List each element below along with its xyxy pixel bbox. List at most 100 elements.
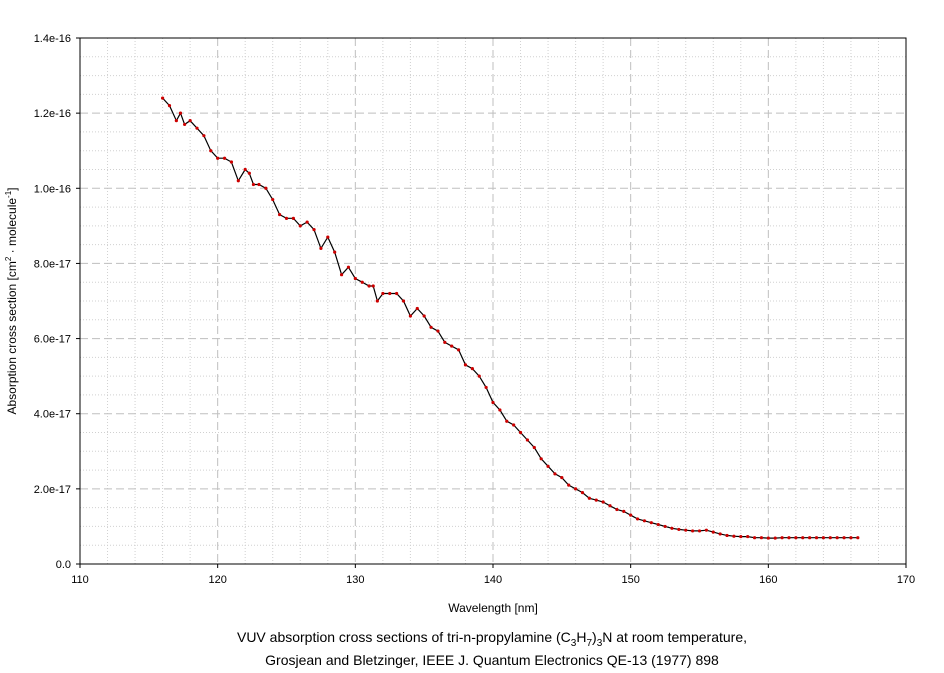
- data-point: [525, 438, 530, 442]
- data-point: [718, 532, 722, 536]
- data-point: [429, 325, 433, 329]
- data-point: [835, 536, 839, 540]
- data-point: [229, 160, 234, 164]
- data-point: [222, 156, 227, 160]
- data-point: [780, 536, 784, 540]
- data-point: [463, 363, 468, 367]
- data-point: [594, 498, 598, 502]
- data-point: [178, 111, 183, 115]
- data-point: [580, 491, 585, 495]
- data-point: [381, 291, 385, 296]
- data-point: [505, 419, 509, 423]
- data-point: [670, 526, 674, 530]
- data-point: [326, 235, 330, 239]
- data-point: [271, 197, 275, 202]
- data-point: [395, 291, 399, 296]
- data-point: [264, 186, 268, 190]
- major-grid: [80, 38, 906, 564]
- data-point: [477, 374, 481, 378]
- data-point: [195, 126, 199, 130]
- minor-grid: [80, 38, 906, 564]
- data-point: [615, 507, 619, 512]
- data-point: [656, 522, 660, 527]
- data-point: [251, 182, 256, 187]
- data-point: [635, 517, 640, 521]
- chart-caption-line-1: VUV absorption cross sections of tri-n-p…: [236, 629, 747, 649]
- data-point: [491, 400, 495, 405]
- data-point: [512, 423, 516, 427]
- data-point: [539, 457, 543, 461]
- x-axis-ticks: 110 120 130 140 150 160 170: [71, 564, 915, 586]
- data-point: [553, 472, 557, 476]
- data-point: [408, 314, 412, 318]
- data-point: [360, 280, 364, 284]
- data-point: [436, 329, 440, 333]
- data-point: [752, 536, 757, 540]
- data-point: [422, 314, 426, 318]
- data-point: [353, 276, 357, 281]
- data-point: [567, 483, 571, 487]
- data-point: [216, 156, 220, 160]
- data-point: [856, 536, 860, 540]
- data-point: [247, 171, 251, 175]
- data-point: [291, 216, 295, 220]
- data-point: [484, 385, 488, 390]
- data-point: [704, 528, 708, 532]
- data-point: [375, 299, 379, 303]
- y-tick-label: 2.0e-17: [34, 484, 71, 496]
- data-point: [346, 265, 351, 269]
- data-point: [257, 182, 261, 187]
- y-axis-label: Absorption cross section [cm2 · molecule…: [4, 187, 19, 414]
- data-point: [842, 536, 846, 540]
- data-point: [560, 475, 564, 480]
- data-point: [532, 445, 536, 450]
- data-point: [642, 519, 647, 523]
- data-point: [319, 246, 323, 250]
- data-point: [711, 530, 715, 534]
- y-tick-label: 1.2e-16: [34, 108, 71, 120]
- data-point: [766, 536, 770, 540]
- data-point: [333, 250, 337, 254]
- data-point: [415, 306, 419, 311]
- data-point: [243, 167, 247, 172]
- data-point: [188, 119, 192, 123]
- data-point: [236, 179, 240, 183]
- x-tick-label: 140: [484, 574, 502, 586]
- data-point: [339, 273, 344, 277]
- data-point: [298, 224, 302, 228]
- data-point: [677, 527, 681, 532]
- data-point: [574, 487, 578, 491]
- y-tick-label: 8.0e-17: [34, 258, 71, 270]
- data-point: [725, 533, 729, 538]
- data-point: [278, 212, 282, 217]
- data-point: [388, 291, 392, 296]
- data-point: [608, 504, 612, 508]
- data-point: [759, 536, 764, 540]
- data-point: [174, 119, 178, 123]
- x-tick-label: 120: [208, 574, 226, 586]
- data-point: [587, 496, 591, 500]
- data-point: [546, 464, 550, 468]
- data-point: [697, 529, 702, 533]
- data-point: [601, 500, 605, 504]
- data-point: [443, 340, 447, 344]
- x-tick-label: 110: [71, 574, 89, 586]
- y-tick-label: 4.0e-17: [34, 409, 71, 421]
- data-point: [401, 299, 406, 303]
- y-axis-ticks: 0.0 2.0e-17 4.0e-17 6.0e-17 8.0e-17 1.0e-16 1.…: [34, 33, 80, 571]
- data-point: [787, 536, 791, 540]
- data-point: [684, 528, 688, 532]
- data-point: [498, 408, 502, 412]
- data-point: [732, 534, 736, 538]
- x-tick-label: 130: [346, 574, 364, 586]
- data-point: [663, 524, 667, 529]
- y-tick-label: 6.0e-17: [34, 334, 71, 346]
- data-point: [622, 509, 626, 513]
- data-point: [691, 529, 695, 533]
- data-point: [305, 220, 309, 224]
- x-axis-label: Wavelength [nm]: [448, 601, 538, 615]
- y-tick-label: 1.4e-16: [34, 33, 71, 45]
- series-group: [161, 96, 860, 540]
- data-point: [629, 513, 633, 517]
